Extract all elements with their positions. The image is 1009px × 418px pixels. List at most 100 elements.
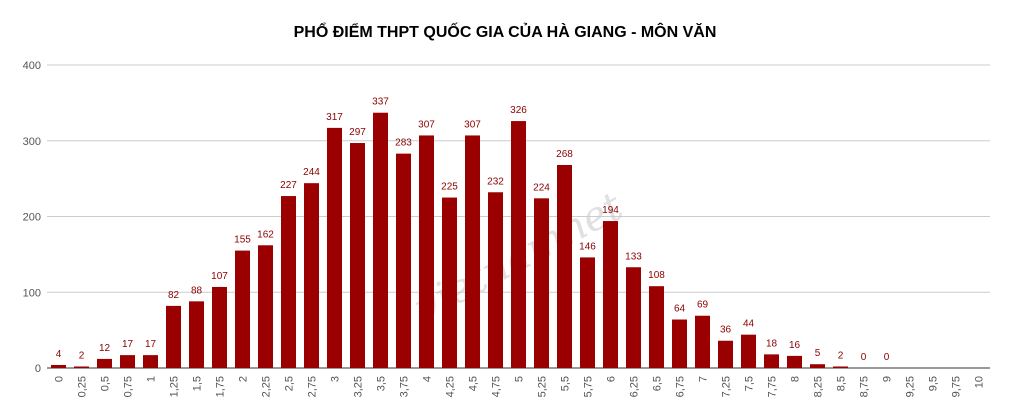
- x-tick-label: 5,5: [560, 376, 572, 391]
- value-label: 17: [145, 339, 157, 350]
- x-tick-label: 0: [54, 376, 66, 382]
- value-label: 162: [257, 229, 274, 240]
- value-label: 4: [56, 349, 62, 360]
- x-tick-label: 3,25: [353, 376, 365, 397]
- value-label: 224: [533, 182, 550, 193]
- x-tick-label: 7,5: [744, 376, 756, 391]
- bar: [258, 245, 273, 368]
- bar: [511, 121, 526, 369]
- bar: [143, 355, 158, 368]
- x-tick-label: 9,5: [928, 376, 940, 391]
- x-tick-label: 5: [514, 376, 526, 382]
- x-tick-label: 10: [974, 376, 986, 388]
- value-label: 69: [697, 300, 709, 311]
- value-label: 337: [372, 97, 389, 108]
- x-tick-label: 4: [422, 376, 434, 382]
- x-tick-label: 6: [606, 376, 618, 382]
- value-label: 88: [191, 285, 203, 296]
- x-tick-label: 9: [882, 376, 894, 382]
- bar: [534, 198, 549, 368]
- x-tick-label: 1,5: [192, 376, 204, 391]
- x-tick-label: 5,75: [583, 376, 595, 397]
- bar: [649, 286, 664, 368]
- value-label: 17: [122, 339, 134, 350]
- value-label: 12: [99, 343, 111, 354]
- value-label: 227: [280, 180, 297, 191]
- x-tick-label: 3,5: [376, 376, 388, 391]
- x-tick-label: 8,75: [859, 376, 871, 397]
- x-tick-label: 8,25: [813, 376, 825, 397]
- x-tick-label: 8: [790, 376, 802, 382]
- x-tick-label: 7: [698, 376, 710, 382]
- bar: [350, 143, 365, 368]
- x-tick-label: 6,75: [675, 376, 687, 397]
- bar: [419, 135, 434, 368]
- bar: [787, 355, 802, 368]
- bar: [810, 364, 825, 368]
- x-tick-label: 7,75: [767, 376, 779, 397]
- value-label: 18: [766, 338, 778, 349]
- x-tick-label: 1: [146, 376, 158, 382]
- value-label: 2: [838, 350, 844, 361]
- value-label: 0: [884, 352, 890, 363]
- bar: [488, 192, 503, 368]
- bar: [442, 197, 457, 368]
- bar: [764, 354, 779, 368]
- bar: [327, 127, 342, 368]
- x-tick-label: 2,25: [261, 376, 273, 397]
- y-tick-label: 0: [35, 363, 41, 375]
- x-tick-label: 3: [330, 376, 342, 382]
- value-label: 283: [395, 138, 412, 149]
- x-tick-label: 0,5: [100, 376, 112, 391]
- value-label: 225: [441, 182, 458, 193]
- x-tick-label: 2,5: [284, 376, 296, 391]
- bar: [695, 315, 710, 368]
- x-tick-label: 2: [238, 376, 250, 382]
- bar: [189, 301, 204, 368]
- value-label: 5: [815, 348, 821, 359]
- x-tick-label: 2,75: [307, 376, 319, 397]
- bar: [120, 355, 135, 368]
- bar: [741, 334, 756, 368]
- y-tick-label: 100: [23, 287, 41, 299]
- bar: [465, 135, 480, 368]
- value-label: 107: [211, 271, 228, 282]
- bar: [97, 358, 112, 368]
- value-label: 297: [349, 127, 366, 138]
- x-tick-label: 4,5: [468, 376, 480, 391]
- value-label: 64: [674, 304, 686, 315]
- x-tick-label: 0,25: [77, 376, 89, 397]
- x-tick-label: 7,25: [721, 376, 733, 397]
- bar: [304, 183, 319, 368]
- value-label: 307: [464, 119, 481, 130]
- bar: [235, 250, 250, 368]
- bar: [166, 305, 181, 368]
- x-tick-label: 9,75: [951, 376, 963, 397]
- x-tick-label: 6,25: [629, 376, 641, 397]
- value-label: 36: [720, 325, 732, 336]
- value-label: 268: [556, 149, 573, 160]
- bar: [718, 340, 733, 368]
- x-tick-label: 0,75: [123, 376, 135, 397]
- bar: [603, 221, 618, 368]
- bar: [51, 364, 66, 368]
- bar: [212, 286, 227, 368]
- value-label: 44: [743, 319, 755, 330]
- x-tick-label: 4,25: [445, 376, 457, 397]
- value-label: 307: [418, 119, 435, 130]
- x-tick-label: 6,5: [652, 376, 664, 391]
- bar: [833, 366, 848, 368]
- chart-title: PHỔ ĐIỂM THPT QUỐC GIA CỦA HÀ GIANG - MÔ…: [294, 21, 717, 41]
- value-label: 82: [168, 290, 180, 301]
- bar: [396, 153, 411, 368]
- value-label: 232: [487, 176, 504, 187]
- bar: [557, 164, 572, 368]
- value-label: 326: [510, 105, 527, 116]
- bar: [580, 257, 595, 368]
- value-label: 0: [861, 352, 867, 363]
- value-label: 194: [602, 205, 619, 216]
- value-label: 2: [79, 350, 85, 361]
- value-label: 133: [625, 251, 642, 262]
- y-tick-label: 300: [23, 136, 41, 148]
